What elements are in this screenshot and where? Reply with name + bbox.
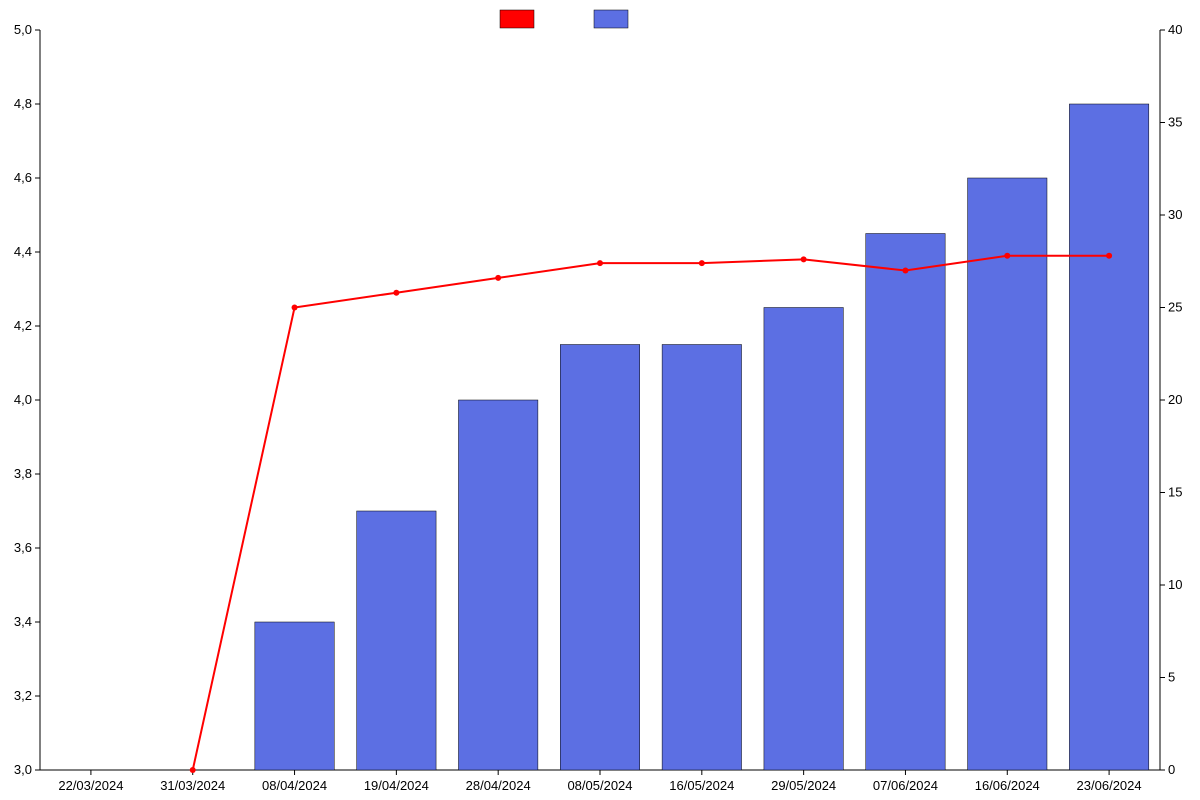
x-tick-label: 31/03/2024 [160, 778, 225, 793]
x-tick-label: 16/05/2024 [669, 778, 734, 793]
y-right-tick-label: 35 [1168, 115, 1182, 130]
y-right-tick-label: 25 [1168, 300, 1182, 315]
y-right-tick-label: 5 [1168, 670, 1175, 685]
line-marker [902, 268, 908, 274]
y-right-tick-label: 40 [1168, 22, 1182, 37]
y-right-tick-label: 15 [1168, 485, 1182, 500]
bar [255, 622, 334, 770]
y-left-tick-label: 4,2 [14, 318, 32, 333]
bar [560, 345, 639, 771]
chart-container: 3,0 3,2 3,4 3,6 3,8 4,0 4,2 4,4 4,6 4,8 5,0 0 5 10 15 2… [0, 0, 1200, 800]
y-left-tick-label: 3,0 [14, 762, 32, 777]
line-marker [292, 305, 298, 311]
x-tick-label: 08/05/2024 [567, 778, 632, 793]
x-tick-label: 08/04/2024 [262, 778, 327, 793]
y-left-tick-label: 4,6 [14, 170, 32, 185]
x-tick-label: 19/04/2024 [364, 778, 429, 793]
line-marker [190, 767, 196, 773]
y-left-tick-label: 3,2 [14, 688, 32, 703]
y-right-tick-label: 10 [1168, 577, 1182, 592]
y-left-tick-label: 3,6 [14, 540, 32, 555]
x-tick-label: 22/03/2024 [58, 778, 123, 793]
bar [866, 234, 945, 771]
y-left-tick-label: 3,8 [14, 466, 32, 481]
bar [458, 400, 537, 770]
line-marker [699, 260, 705, 266]
bar [357, 511, 436, 770]
legend-swatch [594, 10, 628, 28]
y-left-tick-label: 4,4 [14, 244, 32, 259]
x-tick-label: 07/06/2024 [873, 778, 938, 793]
bar [662, 345, 741, 771]
x-tick-label: 16/06/2024 [975, 778, 1040, 793]
y-left-tick-label: 4,8 [14, 96, 32, 111]
y-right-tick-label: 30 [1168, 207, 1182, 222]
x-tick-label: 23/06/2024 [1077, 778, 1142, 793]
bar [968, 178, 1047, 770]
y-right-tick-label: 20 [1168, 392, 1182, 407]
x-tick-label: 29/05/2024 [771, 778, 836, 793]
bar [764, 308, 843, 771]
line-marker [495, 275, 501, 281]
x-tick-label: 28/04/2024 [466, 778, 531, 793]
line-marker [597, 260, 603, 266]
line-marker [801, 256, 807, 262]
y-left-tick-label: 5,0 [14, 22, 32, 37]
line-marker [1106, 253, 1112, 259]
y-left-tick-label: 3,4 [14, 614, 32, 629]
legend-swatch [500, 10, 534, 28]
line-marker [1004, 253, 1010, 259]
y-right-tick-label: 0 [1168, 762, 1175, 777]
y-left-tick-label: 4,0 [14, 392, 32, 407]
bar [1069, 104, 1148, 770]
line-marker [393, 290, 399, 296]
combo-chart: 3,0 3,2 3,4 3,6 3,8 4,0 4,2 4,4 4,6 4,8 5,0 0 5 10 15 2… [0, 0, 1200, 800]
